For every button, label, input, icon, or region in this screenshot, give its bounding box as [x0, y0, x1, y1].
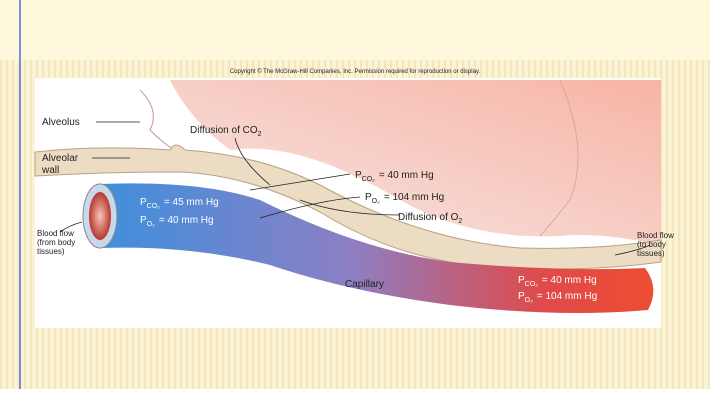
copyright: Copyright © The McGraw-Hill Companies, I… [230, 68, 481, 75]
label: Capillary [345, 279, 384, 290]
label-text: Diffusion of CO [190, 125, 258, 136]
flow-label: (from body [37, 238, 75, 247]
flow-label: tissues) [637, 249, 665, 258]
label: Alveolus [42, 117, 80, 128]
capillary-lumen [89, 192, 111, 240]
pressure-text: = 40 mm Hg [542, 275, 597, 286]
pressure-sub: CO₂ [147, 203, 161, 210]
label: wall [41, 165, 59, 176]
flow-label: Blood flow [637, 231, 674, 240]
pressure-text: = 45 mm Hg [164, 197, 219, 208]
pressure-sub: CO₂ [525, 281, 539, 288]
pressure-text: = 40 mm Hg [159, 215, 214, 226]
pressure-sub: CO₂ [362, 176, 376, 183]
label-sub: 2 [458, 218, 462, 225]
pressure-sub: O₂ [147, 221, 155, 228]
flow-label: tissues) [37, 247, 65, 256]
slide: Copyright © The McGraw-Hill Companies, I… [0, 0, 710, 389]
flow-label: Blood flow [37, 229, 74, 238]
flow-label: (to body [637, 240, 666, 249]
pressure-sub: O₂ [372, 198, 380, 205]
top-band [0, 0, 710, 60]
pressure-text: = 104 mm Hg [537, 291, 597, 302]
pressure-sub: O₂ [525, 297, 533, 304]
label-sub: 2 [258, 131, 262, 138]
label: Alveolar [42, 153, 79, 164]
label-text: Diffusion of O [398, 212, 459, 223]
pressure-text: = 40 mm Hg [379, 170, 434, 181]
pressure-text: = 104 mm Hg [384, 192, 444, 203]
